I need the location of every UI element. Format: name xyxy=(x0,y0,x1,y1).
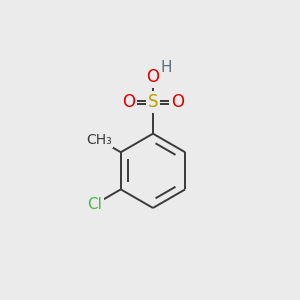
Text: CH₃: CH₃ xyxy=(86,133,112,147)
Text: O: O xyxy=(122,93,135,111)
Text: O: O xyxy=(171,93,184,111)
Text: S: S xyxy=(148,93,158,111)
Text: O: O xyxy=(146,68,160,86)
Text: H: H xyxy=(160,60,172,75)
Text: Cl: Cl xyxy=(88,197,103,212)
